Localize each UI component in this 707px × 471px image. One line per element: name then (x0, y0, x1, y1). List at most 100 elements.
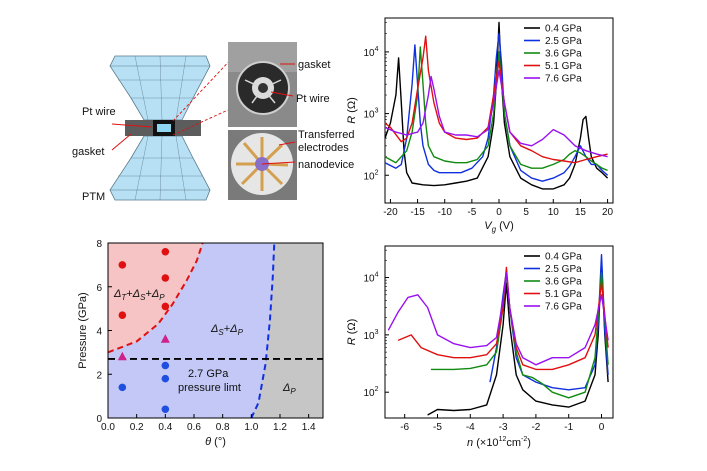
annotation-single-region-subscript: P (290, 387, 296, 396)
x-axis-label: n (×1012cm-2) (467, 436, 531, 449)
y-tick-exponent: 2 (375, 169, 379, 176)
electrodes-photo (228, 130, 297, 200)
red-data-point (118, 261, 127, 269)
series-line-2.5-GPa (384, 32, 609, 182)
y-tick-base: 10 (363, 110, 375, 121)
x-tick-label: 0 (599, 422, 605, 433)
annotation-triple-region-subscript: S (140, 293, 146, 302)
chart-phase-diagram: 0.0 0.2 0.4 0.6 0.8 1.0 1.2 1.4 0 2 4 6 8 θ (°) Pressu… (77, 239, 324, 448)
x-tick-label: -5 (433, 422, 442, 433)
y-axis-label: R (Ω) (346, 319, 358, 346)
ptm-label: PTM (82, 191, 105, 203)
x-tick-label: -1 (564, 422, 573, 433)
legend-label: 5.1 GPa (545, 289, 582, 300)
x-axis-label: Vg (V) (484, 220, 514, 234)
annotation-limit-2: pressure limt (178, 382, 241, 394)
x-label-symbol: V (484, 220, 493, 232)
y-axis-label: R (Ω) (346, 97, 358, 124)
x-label-symbol: θ (205, 436, 211, 448)
x-label-symbol: n (467, 437, 473, 449)
magenta-data-triangle (160, 334, 170, 343)
y-label-symbol: R (346, 337, 358, 345)
y-tick-base: 10 (363, 388, 375, 399)
y-tick-exponent: 3 (375, 329, 379, 336)
y-axis-label: Pressure (GPa) (77, 292, 89, 368)
x-tick-label: 0.0 (101, 422, 115, 433)
y-tick-base: 10 (363, 331, 375, 342)
x-tick-label: 0.4 (158, 422, 172, 433)
y-tick-label: 4 (96, 327, 102, 338)
y-tick-base: 10 (363, 274, 375, 285)
transferred-label-1: Transferred (298, 129, 354, 141)
legend-label: 2.5 GPa (545, 264, 582, 275)
annotation-triple-region-plus: + (126, 288, 132, 300)
magenta-data-triangle (117, 351, 127, 361)
annotation-triple-region: ΔT​+ΔS​+ΔP​ (113, 288, 165, 302)
annotation-triple-region-subscript: T (121, 293, 127, 302)
annotation-triple-region-subscript: P (159, 293, 165, 302)
x-tick-label: 0.8 (216, 422, 230, 433)
red-boundary-line (107, 242, 204, 354)
x-label-unit: (°) (211, 436, 226, 448)
x-tick-label: -3 (499, 422, 508, 433)
y-tick-base: 10 (363, 48, 375, 59)
blue-data-point (161, 374, 170, 383)
y-tick-label: 0 (96, 414, 102, 425)
legend-label: 5.1 GPa (545, 61, 582, 72)
x-tick-label: -10 (437, 207, 452, 218)
pt-wire-label-photo: Pt wire (296, 93, 330, 105)
annotation-single-region-delta: Δ (282, 382, 290, 394)
pt-wire-label-left: Pt wire (82, 106, 116, 118)
x-tick-label: -2 (531, 422, 540, 433)
y-tick-label: 103 (363, 108, 378, 121)
legend-label: 2.5 GPa (545, 36, 582, 47)
x-axis-label: θ (°) (205, 436, 226, 448)
x-label-exponent: 12 (499, 436, 507, 443)
legend-label: 3.6 GPa (545, 277, 582, 288)
series-line-0.4-GPa (384, 21, 609, 190)
y-tick-label: 102 (363, 169, 378, 182)
annotation-triple-region-plus: + (145, 288, 151, 300)
x-label-subscript: g (492, 225, 497, 234)
series-line-7.6-GPa (384, 69, 608, 158)
x-label-unit: (V) (496, 220, 514, 232)
legend-label: 7.6 GPa (545, 74, 582, 85)
gasket-photo (228, 42, 297, 127)
y-tick-exponent: 3 (375, 108, 379, 115)
y-tick-label: 103 (363, 329, 378, 342)
x-label-unit-post: cm (506, 437, 521, 449)
x-tick-label: 0 (496, 207, 502, 218)
annotation-double-region-subscript: S (218, 328, 224, 337)
y-tick-label: 8 (96, 239, 102, 250)
x-tick-label: -15 (410, 207, 425, 218)
y-label-unit: (Ω) (346, 319, 358, 338)
y-label-unit: (Ω) (346, 97, 358, 116)
annotation-single-region: ΔP​ (282, 382, 296, 396)
blue-data-point (118, 383, 127, 392)
y-label-symbol: R (346, 116, 358, 124)
annotation-triple-region-delta: Δ (151, 288, 159, 300)
legend-label: 0.4 GPa (545, 24, 582, 35)
x-tick-label: -4 (466, 422, 475, 433)
x-tick-label: -20 (383, 207, 398, 218)
red-data-point (161, 274, 170, 282)
annotation-triple-region-delta: Δ (113, 288, 121, 300)
y-tick-label: 104 (363, 46, 378, 59)
gasket-label-left: gasket (72, 146, 104, 158)
annotation-double-region-delta: Δ (229, 323, 237, 335)
legend-label: 3.6 GPa (545, 49, 582, 60)
upper-anvil (109, 55, 211, 121)
x-tick-label: -5 (467, 207, 476, 218)
region-red (108, 243, 203, 353)
x-tick-label: 1.0 (244, 422, 258, 433)
series-line-0.4-GPa (427, 259, 609, 416)
series-line-7.6-GPa (387, 272, 609, 366)
x-tick-label: 0.6 (187, 422, 201, 433)
annotation-double-region: ΔS​+ΔP​ (210, 323, 244, 337)
annotation-double-region-delta: Δ (210, 323, 218, 335)
x-tick-label: 10 (548, 207, 560, 218)
series-line-3.6-GPa (430, 272, 609, 399)
